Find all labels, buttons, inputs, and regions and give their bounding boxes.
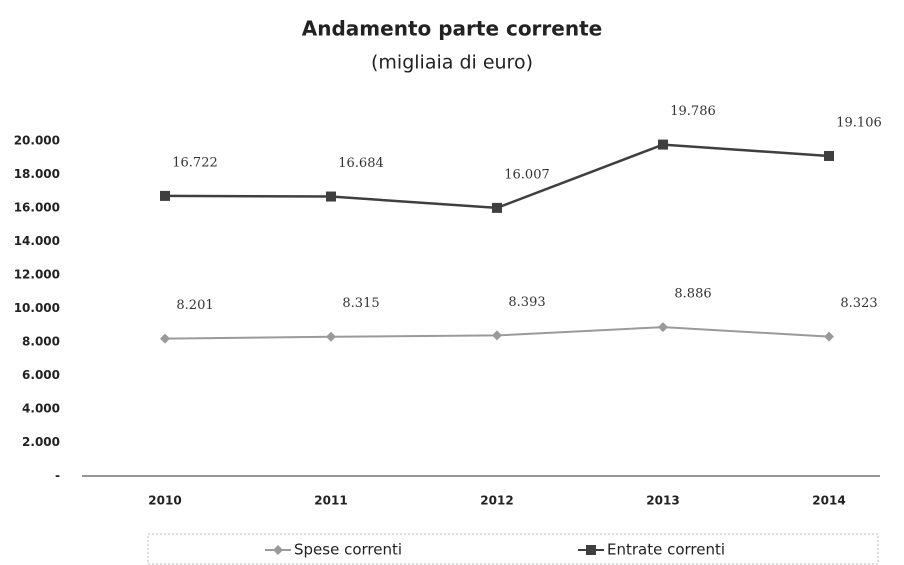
y-tick-label: 8.000	[22, 335, 60, 349]
data-point	[658, 322, 668, 333]
data-label: 8.393	[508, 295, 545, 310]
data-point	[824, 150, 834, 161]
y-tick-label: 6.000	[22, 368, 60, 382]
data-point	[658, 139, 668, 150]
legend-marker	[586, 545, 596, 555]
chart-subtitle: (migliaia di euro)	[371, 52, 533, 74]
data-label: 8.323	[840, 296, 877, 311]
data-label: 16.007	[504, 167, 550, 182]
data-label: 8.201	[176, 298, 213, 313]
legend-marker	[273, 545, 283, 555]
y-tick-label: 14.000	[14, 234, 60, 248]
y-tick-label: 20.000	[14, 134, 60, 148]
x-tick-label: 2013	[646, 494, 679, 508]
data-point	[326, 331, 336, 342]
y-tick-label: 2.000	[22, 435, 60, 449]
data-point	[492, 330, 502, 341]
y-tick-label: -	[55, 469, 60, 483]
y-tick-label: 12.000	[14, 268, 60, 282]
y-tick-label: 16.000	[14, 201, 60, 215]
x-tick-label: 2012	[480, 494, 513, 508]
data-point	[160, 190, 170, 201]
legend-label: Entrate correnti	[607, 541, 725, 559]
series-line	[164, 143, 830, 210]
y-tick-label: 10.000	[14, 301, 60, 315]
x-tick-label: 2010	[148, 494, 181, 508]
data-label: 16.684	[338, 156, 384, 171]
data-label: 19.106	[836, 115, 882, 130]
x-tick-label: 2014	[812, 494, 845, 508]
data-point	[160, 333, 170, 344]
y-tick-label: 18.000	[14, 167, 60, 181]
data-point	[824, 331, 834, 342]
data-point	[326, 191, 336, 202]
legend-label: Spese correnti	[294, 541, 402, 559]
data-label: 19.786	[670, 104, 716, 119]
data-label: 8.315	[342, 296, 379, 311]
legend-box	[147, 533, 879, 565]
x-tick-label: 2011	[314, 494, 347, 508]
data-label: 16.722	[172, 155, 218, 170]
y-tick-label: 4.000	[22, 402, 60, 416]
chart-title: Andamento parte corrente	[302, 17, 602, 41]
data-label: 8.886	[674, 287, 711, 302]
data-point	[492, 202, 502, 213]
